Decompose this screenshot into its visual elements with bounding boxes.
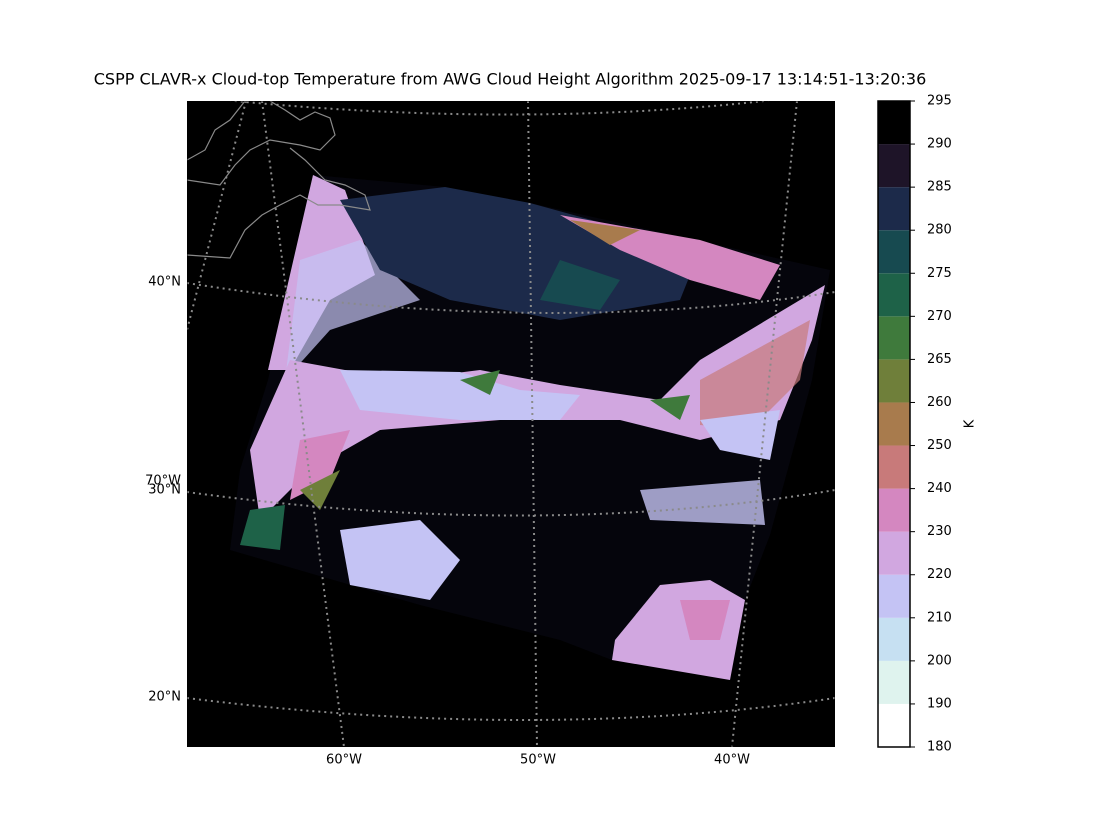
colorbar-segment <box>878 574 910 618</box>
lat-label: 40°N <box>148 275 181 290</box>
colorbar-segment <box>878 531 910 575</box>
graticule <box>187 101 835 747</box>
map <box>187 101 835 747</box>
colorbar-segment <box>878 144 910 188</box>
map-title: CSPP CLAVR-x Cloud-top Temperature from … <box>94 70 927 89</box>
colorbar-tick-label: 295 <box>927 94 952 109</box>
colorbar-tick-label: 180 <box>927 740 952 755</box>
lon-label: 50°W <box>520 753 556 768</box>
lat-label: 30°N <box>148 483 181 498</box>
colorbar-tick-label: 280 <box>927 223 952 238</box>
colorbar-segment <box>878 273 910 317</box>
colorbar-segment <box>878 101 910 145</box>
colorbar-tick-label: 265 <box>927 352 952 367</box>
colorbar-segment <box>878 660 910 704</box>
colorbar-tick-label: 220 <box>927 567 952 582</box>
colorbar-segment <box>878 359 910 403</box>
colorbar-tick-label: 275 <box>927 266 952 281</box>
lat-label: 20°N <box>148 690 181 705</box>
colorbar-segment <box>878 488 910 532</box>
colorbar-segment <box>878 316 910 360</box>
colorbar-tick-label: 270 <box>927 309 952 324</box>
colorbar-tick-label: 250 <box>927 438 952 453</box>
colorbar-tick-label: 290 <box>927 137 952 152</box>
colorbar-tick-label: 285 <box>927 180 952 195</box>
lon-label: 60°W <box>326 753 362 768</box>
colorbar-segment <box>878 187 910 231</box>
coastline <box>187 101 371 259</box>
colorbar-frame <box>877 100 911 748</box>
colorbar: 180 190 200 210 220 230 240 250 260 265 270 275 280 2… <box>877 94 952 755</box>
colorbar-segment <box>878 617 910 661</box>
colorbar-tick-label: 230 <box>927 524 952 539</box>
colorbar-segment <box>878 703 910 747</box>
colorbar-segment <box>878 402 910 446</box>
colorbar-tick-label: 240 <box>927 481 952 496</box>
lon-label: 40°W <box>714 753 750 768</box>
colorbar-segment <box>878 230 910 274</box>
colorbar-tick-label: 210 <box>927 610 952 625</box>
colorbar-label: K <box>963 419 978 428</box>
lon-label: 70°W <box>145 474 181 489</box>
cloud-imagery <box>230 175 830 680</box>
colorbar-tick-label: 200 <box>927 653 952 668</box>
colorbar-tick-label: 190 <box>927 696 952 711</box>
colorbar-tick-label: 260 <box>927 395 952 410</box>
colorbar-segment <box>878 445 910 489</box>
